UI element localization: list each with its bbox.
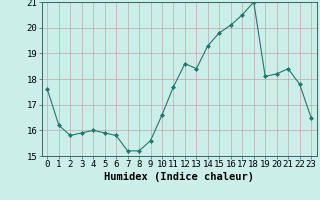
X-axis label: Humidex (Indice chaleur): Humidex (Indice chaleur) xyxy=(104,172,254,182)
